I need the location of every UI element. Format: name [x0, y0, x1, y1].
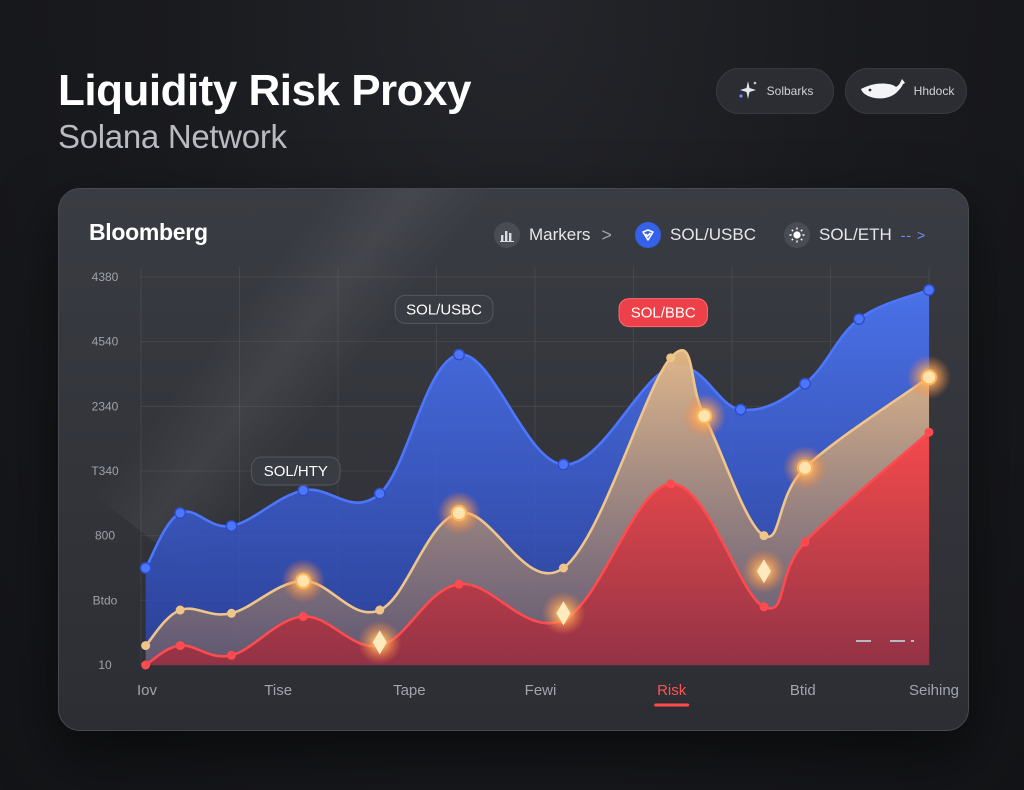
series-red-point [454, 579, 464, 589]
series-gold-point [759, 531, 769, 541]
legend-sol-eth[interactable]: SOL/ETH -- > [784, 221, 926, 249]
series-blue-point [853, 313, 865, 325]
glow-diamond-marker [372, 630, 387, 655]
series-red-point [175, 641, 185, 651]
legend-sol-usbc-label: SOL/USBC [670, 225, 756, 244]
hhdock-label: Hhdock [913, 84, 955, 98]
series-gold-point [375, 605, 385, 615]
series-red-point [759, 602, 769, 612]
glow-marker [450, 505, 467, 522]
glow-marker [796, 459, 813, 476]
x-tick-label[interactable]: Iov [137, 682, 158, 699]
callout-label: SOL/USBC [406, 301, 482, 318]
shield-check-icon [635, 222, 661, 248]
hhdock-button[interactable]: Hhdock [845, 68, 967, 114]
glow-marker [921, 369, 937, 386]
series-red-area [145, 432, 929, 665]
series-blue-point [453, 348, 465, 361]
series-blue-point [139, 562, 152, 574]
legend-markers-label: Markers [529, 225, 591, 244]
legend-sol-usbc[interactable]: SOL/USBC [635, 221, 756, 249]
y-tick-label: T340 [91, 464, 119, 478]
y-tick-label: 4540 [92, 335, 119, 349]
whale-icon [858, 77, 906, 106]
series-blue-point [225, 520, 238, 532]
chevron-right-icon: > [601, 224, 612, 245]
glow-marker [295, 572, 312, 589]
series-red-point [800, 537, 810, 547]
x-tick-label[interactable]: Btid [790, 682, 816, 699]
y-tick-label: 4380 [92, 270, 119, 284]
legend-sol-eth-label: SOL/ETH [819, 225, 892, 244]
solbarks-button[interactable]: Solbarks [716, 68, 834, 114]
y-tick-label: 10 [98, 658, 112, 672]
page-title: Liquidity Risk Proxy [58, 66, 471, 115]
series-blue-point [297, 484, 310, 497]
sparkle-icon [737, 79, 759, 104]
y-tick-label: Btdo [93, 593, 118, 607]
glow-diamond-marker [556, 601, 571, 626]
series-red-point [298, 612, 308, 621]
chart-panel: Bloomberg Markers > SOL/USBC [58, 188, 969, 731]
callout-label: SOL/BBC [631, 305, 696, 322]
page-subtitle: Solana Network [58, 118, 287, 155]
series-gold-point [558, 563, 568, 573]
glow-diamond-marker [756, 559, 771, 584]
legend-sol-eth-dash: -- > [900, 227, 927, 243]
chart-svg: 10 Btdo 800 T340 2340 4540 4380 SOL/HTY SOL/USBC… [91, 267, 959, 707]
y-tick-label: 2340 [92, 399, 119, 413]
series-gold-point [175, 605, 185, 615]
series-red-point [666, 479, 676, 489]
series-blue-point [373, 487, 386, 500]
callout-box [618, 298, 708, 328]
series-red-point [226, 650, 236, 660]
series-blue-point [734, 403, 747, 416]
series-gold-point [141, 641, 151, 651]
series-gold-point [226, 608, 236, 618]
series-blue-point [174, 507, 187, 519]
callout-box [251, 456, 341, 486]
bar-chart-icon [494, 222, 520, 248]
callout-box [394, 294, 494, 324]
series-red-point [141, 660, 151, 670]
series-blue-point [923, 284, 935, 296]
series-gold-point [666, 353, 676, 363]
sun-icon [784, 222, 810, 248]
x-tick-label[interactable]: Seihing [909, 682, 959, 699]
x-tick-label[interactable]: Tise [264, 682, 292, 699]
solbarks-label: Solbarks [766, 84, 814, 98]
x-tick-label[interactable]: Fewi [525, 682, 557, 699]
legend-markers[interactable]: Markers > [494, 221, 612, 249]
glow-marker [696, 408, 713, 425]
series-red-point [924, 427, 934, 437]
callout-label: SOL/HTY [264, 463, 328, 480]
series-blue-point [799, 377, 811, 390]
y-tick-label: 800 [95, 529, 115, 543]
x-tick-label-active[interactable]: Risk [657, 682, 687, 699]
x-tick-label[interactable]: Tape [393, 682, 426, 699]
brand-title: Bloomberg [89, 219, 208, 245]
series-red-line [144, 431, 930, 667]
series-blue-point [557, 458, 570, 471]
